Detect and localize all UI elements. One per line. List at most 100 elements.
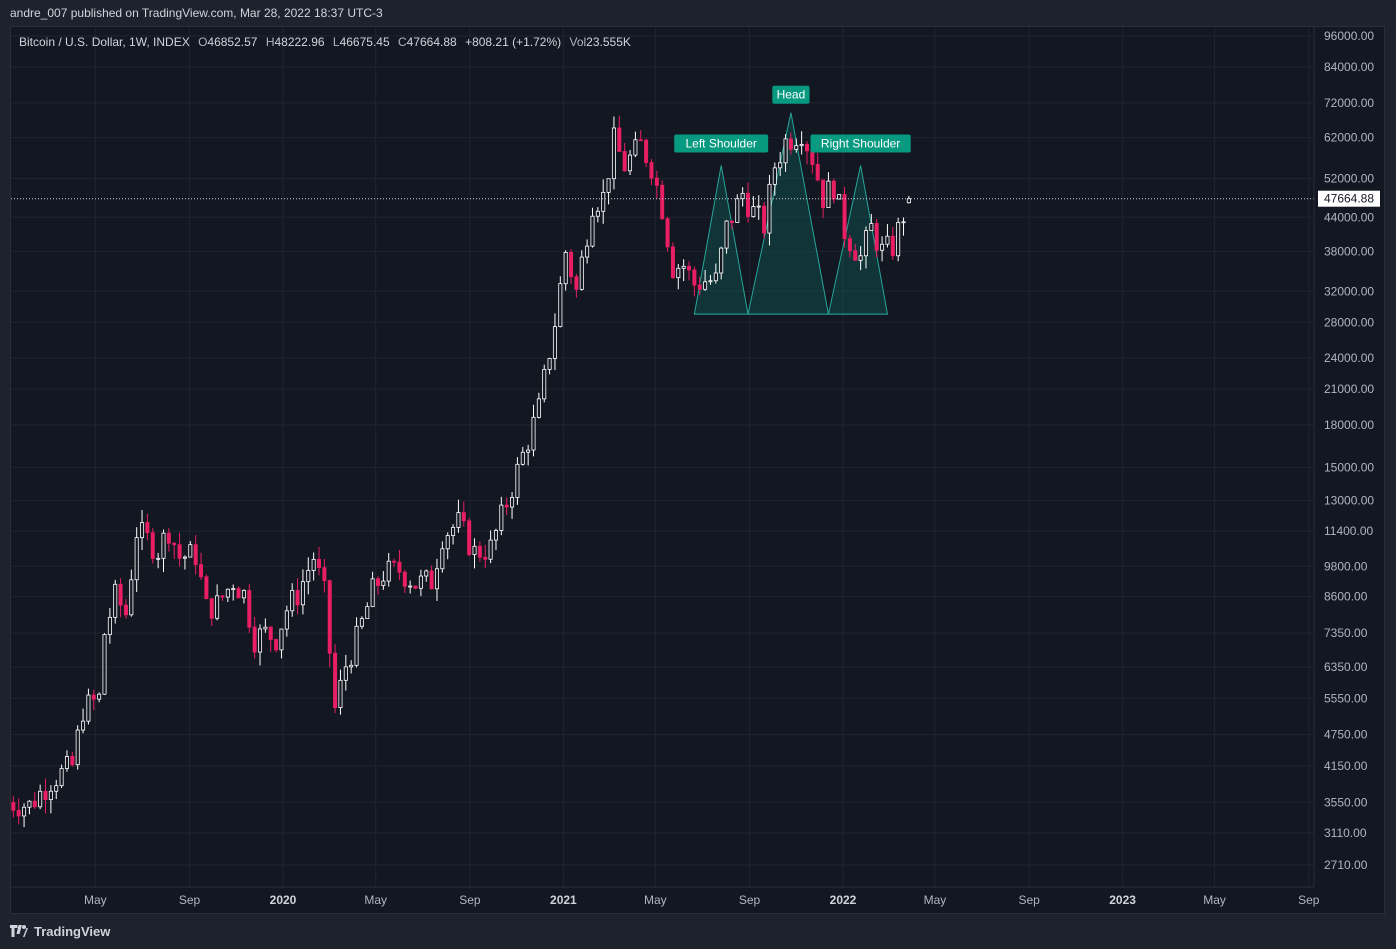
candle-body xyxy=(499,504,504,531)
candle-body xyxy=(418,575,423,589)
candle-body xyxy=(472,545,477,555)
candle-body xyxy=(692,269,697,286)
candle-body xyxy=(842,194,847,240)
candle-body xyxy=(788,138,793,150)
candle-body xyxy=(574,276,579,290)
candle-body xyxy=(295,590,300,606)
candle-body xyxy=(590,215,595,247)
candle-body xyxy=(719,247,724,274)
candle-body xyxy=(751,206,756,217)
price-tick-label: 44000.00 xyxy=(1324,210,1374,224)
candle-body xyxy=(552,326,557,359)
price-tick-label: 9800.00 xyxy=(1324,559,1368,573)
candle-body xyxy=(451,526,456,536)
head-label: Head xyxy=(772,85,810,104)
publisher-header: andre_007 published on TradingView.com, … xyxy=(10,6,383,20)
candle-body xyxy=(274,639,279,651)
time-tick-label: May xyxy=(364,893,387,907)
candle-body xyxy=(177,544,182,559)
candle-body xyxy=(54,785,59,792)
candle-body xyxy=(370,578,375,608)
candle-body xyxy=(606,178,611,193)
last-price-badge-text: 47664.88 xyxy=(1324,192,1374,206)
head-label-text: Head xyxy=(777,88,806,102)
candle-body xyxy=(182,556,187,559)
tradingview-branding[interactable]: TradingView xyxy=(10,918,110,944)
left-shoulder-label-bg xyxy=(674,134,769,153)
candle-body xyxy=(70,756,75,766)
candle-body xyxy=(129,579,134,616)
close-value: 47664.88 xyxy=(406,35,457,49)
right-shoulder-label-text: Right Shoulder xyxy=(821,136,900,150)
candle-body xyxy=(772,167,777,185)
tradingview-logo-icon xyxy=(10,925,28,937)
candle-body xyxy=(258,628,263,653)
candle-body xyxy=(622,151,627,172)
candle-body xyxy=(729,220,734,223)
candle-body xyxy=(359,618,364,627)
candle-body xyxy=(397,561,402,573)
candle-body xyxy=(794,145,799,150)
left-shoulder-triangle xyxy=(693,165,749,315)
candle-body xyxy=(804,144,809,152)
chart-frame[interactable]: Left Shoulder Head Right Shoulder 96000.00… xyxy=(10,26,1385,914)
candle-body xyxy=(611,127,616,180)
candle-body xyxy=(633,139,638,156)
candle-body xyxy=(140,522,145,539)
candle-body xyxy=(386,560,391,582)
candle-body xyxy=(901,221,906,224)
candle-body xyxy=(488,539,493,560)
candle-body xyxy=(349,664,354,668)
price-tick-label: 2710.00 xyxy=(1324,858,1368,872)
candle-body xyxy=(434,568,439,590)
candle-body xyxy=(681,265,686,269)
time-tick-label: Sep xyxy=(459,893,481,907)
candle-body xyxy=(783,138,788,164)
candle-body xyxy=(284,610,289,630)
candle-body xyxy=(408,585,413,588)
candle-body xyxy=(885,235,890,245)
candle-body xyxy=(252,626,257,653)
candle-body xyxy=(102,634,107,695)
candle-body xyxy=(172,542,177,546)
candle-body xyxy=(11,802,16,811)
candle-body xyxy=(440,548,445,570)
low-label: L xyxy=(332,35,340,49)
price-axis: 96000.00 84000.00 72000.00 62000.00 52000.00… xyxy=(1313,27,1384,913)
candle-body xyxy=(810,150,815,165)
candle-body xyxy=(687,265,692,271)
candle-body xyxy=(220,595,225,598)
candle-body xyxy=(569,252,574,278)
candle-body xyxy=(762,205,767,234)
candle-body xyxy=(343,666,348,681)
candle-body xyxy=(740,192,745,200)
candle-body xyxy=(477,545,482,558)
candle-body xyxy=(225,588,230,598)
candle-body xyxy=(215,595,220,619)
time-axis: May Sep 2020 May Sep 2021 May Sep 2022 May Sep 2023… xyxy=(11,886,1320,907)
left-shoulder-label: Left Shoulder xyxy=(674,134,769,153)
open-value: 46852.57 xyxy=(207,35,258,49)
candle-body xyxy=(134,537,139,581)
candle-body xyxy=(896,222,901,257)
left-shoulder-label-text: Left Shoulder xyxy=(685,136,756,150)
candle-body xyxy=(306,570,311,583)
candle-body xyxy=(531,416,536,451)
candle-body xyxy=(579,256,584,290)
candle-body xyxy=(279,628,284,651)
price-tick-label: 72000.00 xyxy=(1324,96,1374,110)
time-tick-label: Sep xyxy=(1298,893,1320,907)
price-tick-label: 3110.00 xyxy=(1324,826,1367,840)
pattern-labels: Left Shoulder Head Right Shoulder xyxy=(674,85,911,153)
candle-body xyxy=(493,530,498,541)
candle-body xyxy=(445,535,450,550)
candle-body xyxy=(64,756,69,769)
candle-body xyxy=(670,246,675,278)
candle-body xyxy=(906,198,911,204)
price-chart[interactable]: Left Shoulder Head Right Shoulder 96000.00… xyxy=(11,27,1384,913)
open-label: O xyxy=(198,35,208,49)
candle-body xyxy=(644,139,649,163)
price-tick-label: 4150.00 xyxy=(1324,759,1368,773)
candle-body xyxy=(236,588,241,599)
candle-body xyxy=(354,625,359,666)
